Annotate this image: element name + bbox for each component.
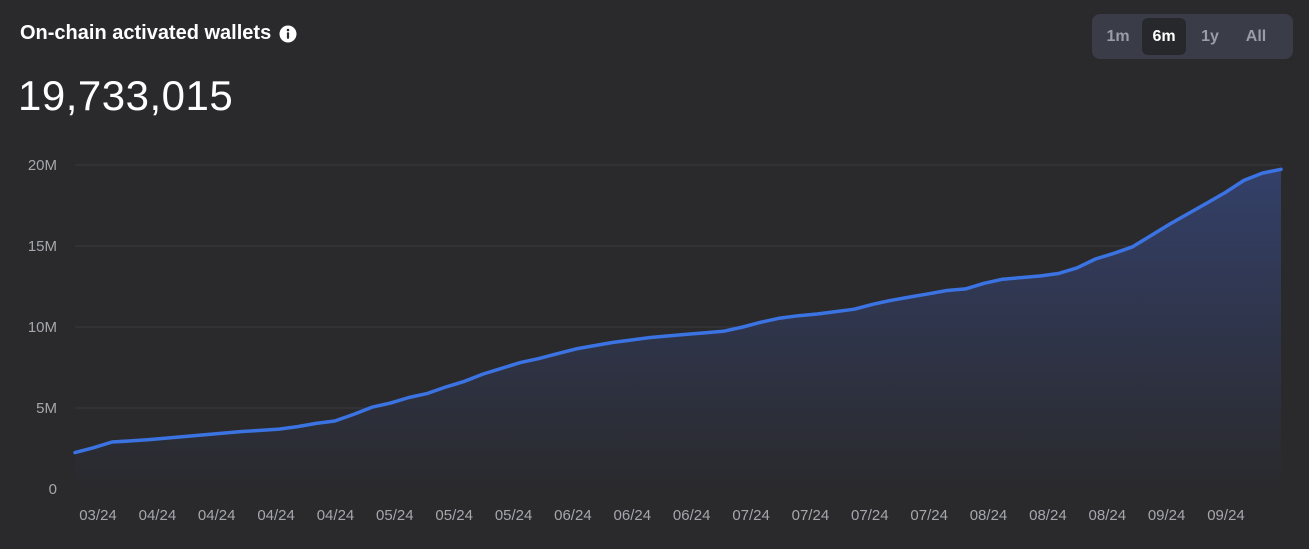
y-tick-label: 5M — [36, 400, 57, 417]
x-tick-label: 04/24 — [139, 507, 177, 524]
x-tick-label: 05/24 — [376, 507, 414, 524]
range-1y-button[interactable]: 1y — [1201, 27, 1219, 45]
y-tick-label: 10M — [28, 319, 57, 336]
x-tick-label: 08/24 — [1089, 507, 1127, 524]
chart-title-text: On-chain activated wallets — [20, 22, 272, 44]
series-area — [75, 169, 1281, 490]
y-tick-label: 15M — [28, 238, 57, 255]
x-tick-label: 04/24 — [317, 507, 355, 524]
chart-title: On-chain activated wallets — [20, 22, 297, 45]
x-tick-label: 07/24 — [851, 507, 889, 524]
x-tick-label: 06/24 — [673, 507, 711, 524]
info-icon[interactable] — [279, 25, 297, 43]
series-line — [73, 167, 1283, 455]
x-tick-label: 07/24 — [732, 507, 770, 524]
x-tick-label: 07/24 — [792, 507, 830, 524]
y-axis: 0 5M 10M 15M 20M — [28, 157, 57, 498]
x-tick-label: 09/24 — [1207, 507, 1245, 524]
range-6m-button[interactable]: 6m — [1142, 18, 1186, 55]
x-tick-label: 07/24 — [910, 507, 948, 524]
current-value: 19,733,015 — [18, 72, 234, 119]
series-line-path[interactable] — [73, 167, 1283, 455]
x-tick-label: 09/24 — [1148, 507, 1186, 524]
x-tick-label: 05/24 — [495, 507, 533, 524]
area-fill — [75, 169, 1281, 490]
x-tick-label: 04/24 — [198, 507, 236, 524]
x-tick-label: 08/24 — [970, 507, 1008, 524]
range-all-button[interactable]: All — [1245, 27, 1267, 45]
x-tick-label: 06/24 — [554, 507, 592, 524]
x-tick-label: 03/24 — [79, 507, 117, 524]
time-range-selector: 1m 6m 1y All — [1092, 14, 1293, 59]
y-tick-label: 0 — [49, 481, 57, 498]
range-1m-button[interactable]: 1m — [1106, 27, 1130, 45]
x-axis: 03/24 04/24 04/24 04/24 04/24 05/24 05/24 05/24… — [79, 507, 1245, 524]
x-tick-label: 05/24 — [435, 507, 473, 524]
x-tick-label: 08/24 — [1029, 507, 1067, 524]
x-tick-label: 06/24 — [614, 507, 652, 524]
x-tick-label: 04/24 — [257, 507, 295, 524]
y-tick-label: 20M — [28, 157, 57, 174]
